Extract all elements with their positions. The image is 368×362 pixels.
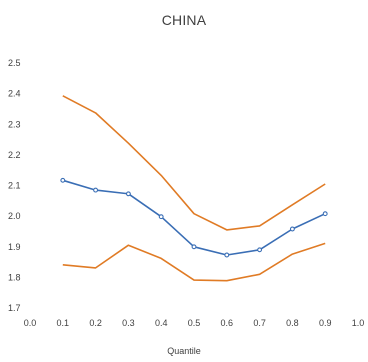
y-tick-label: 2.3	[8, 119, 21, 129]
data-point	[289, 226, 295, 232]
x-axis-label: Quantile	[167, 346, 201, 356]
chart-title: CHINA	[161, 12, 207, 28]
x-tick-label: 0.5	[188, 318, 201, 328]
data-point	[125, 191, 131, 197]
x-tick-label: 1.0	[352, 318, 365, 328]
series-line	[62, 95, 326, 231]
x-tick-label: 0.9	[319, 318, 332, 328]
data-point	[257, 247, 263, 253]
y-tick-label: 1.7	[8, 303, 21, 313]
data-point	[93, 187, 99, 193]
y-tick-label: 1.9	[8, 242, 21, 252]
x-tick-label: 0.4	[155, 318, 168, 328]
x-tick-label: 0.6	[221, 318, 234, 328]
y-tick-label: 2.0	[8, 211, 21, 221]
data-point	[322, 211, 328, 217]
data-point	[224, 252, 230, 258]
y-tick-label: 2.5	[8, 58, 21, 68]
data-point	[158, 214, 164, 220]
y-tick-label: 2.2	[8, 150, 21, 160]
x-tick-label: 0.2	[89, 318, 102, 328]
y-tick-label: 2.1	[8, 181, 21, 191]
x-tick-label: 0.7	[253, 318, 266, 328]
x-tick-label: 0.1	[57, 318, 70, 328]
y-tick-label: 1.8	[8, 272, 21, 282]
data-point	[60, 177, 66, 183]
y-tick-label: 2.4	[8, 89, 21, 99]
series-line	[62, 242, 326, 282]
x-tick-label: 0.3	[122, 318, 135, 328]
series-line	[62, 179, 326, 256]
data-point	[191, 244, 197, 250]
x-tick-label: 0.8	[286, 318, 299, 328]
x-tick-label: 0.0	[24, 318, 37, 328]
